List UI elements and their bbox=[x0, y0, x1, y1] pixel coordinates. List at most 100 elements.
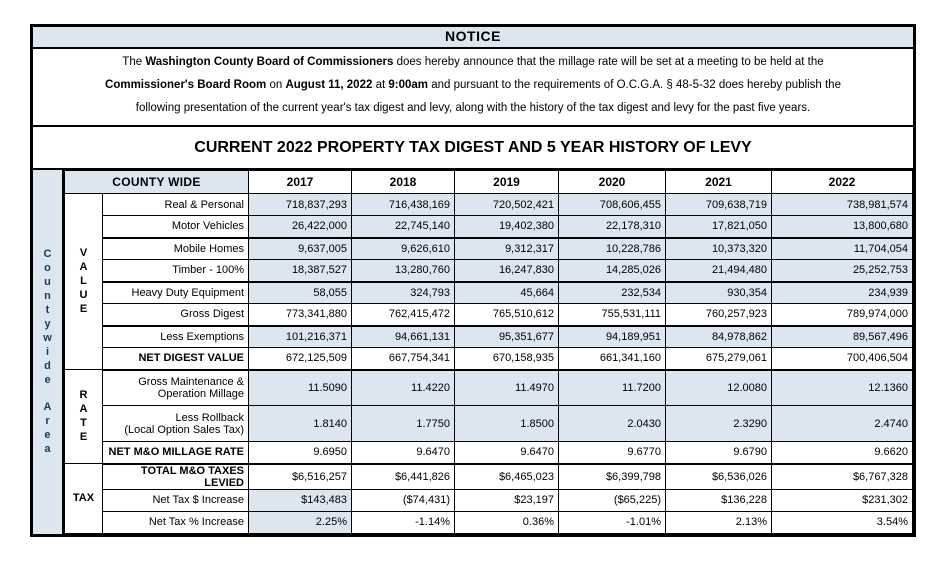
value-cell-2018: 716,438,169 bbox=[351, 193, 455, 216]
side-strip-letter: o bbox=[44, 261, 51, 274]
row-label: Net Tax % Increase bbox=[102, 510, 249, 534]
side-strip-letter: C bbox=[43, 247, 52, 260]
value-cell-2022: 3.54% bbox=[771, 510, 913, 534]
value-cell-2020: 10,228,786 bbox=[558, 237, 666, 260]
value-cell-2021: 675,279,061 bbox=[665, 347, 772, 371]
table-row: V A L U E Real & Personal 718,837,293 716,438,1… bbox=[64, 193, 913, 370]
value-cell-2018: 9.6470 bbox=[351, 441, 455, 465]
value-cell-2021: 84,978,862 bbox=[665, 325, 772, 348]
value-cell-2022: $231,302 bbox=[771, 488, 913, 512]
value-cell-2018: 11.4220 bbox=[351, 369, 455, 406]
value-cell-2017: $6,516,257 bbox=[248, 463, 352, 490]
side-strip-letter: d bbox=[44, 359, 51, 372]
value-cell-2020: 22,178,310 bbox=[558, 215, 666, 239]
side-strip-letter: A bbox=[43, 400, 52, 413]
value-cell-2021: $6,536,026 bbox=[665, 463, 772, 490]
notice-text: on bbox=[266, 79, 286, 91]
year-header-2017: 2017 bbox=[248, 170, 352, 194]
year-header-2021: 2021 bbox=[665, 170, 772, 194]
side-strip-letter: y bbox=[44, 317, 51, 330]
value-cell-2017: 9,637,005 bbox=[248, 237, 352, 260]
row-label: Timber - 100% bbox=[102, 259, 249, 283]
table-row: NET M&O MILLAGE RATE 9.6950 9.6470 9.6470 9.… bbox=[65, 441, 913, 465]
year-header-2020: 2020 bbox=[558, 170, 666, 194]
value-cell-2021: 9.6790 bbox=[665, 441, 772, 465]
value-cell-2022: 25,252,753 bbox=[771, 259, 913, 283]
value-cell-2017: 672,125,509 bbox=[248, 347, 352, 371]
notice-text-bold: August 11, 2022 bbox=[285, 79, 373, 91]
group-label-letter: L bbox=[80, 275, 87, 287]
table-row: NET DIGEST VALUE 672,125,509 667,754,341 67… bbox=[65, 347, 913, 371]
side-strip-letter: n bbox=[44, 289, 51, 302]
value-cell-2021: 2.3290 bbox=[665, 405, 772, 442]
value-cell-2022: 9.6620 bbox=[771, 441, 913, 465]
notice-header: NOTICE bbox=[33, 27, 913, 49]
row-label: Heavy Duty Equipment bbox=[102, 281, 249, 304]
group-label-letter: A bbox=[79, 403, 88, 415]
value-cell-2021: 21,494,480 bbox=[665, 259, 772, 283]
row-label: Mobile Homes bbox=[102, 237, 249, 260]
value-cell-2018: $6,441,826 bbox=[351, 463, 455, 490]
year-header-2019: 2019 bbox=[454, 170, 559, 194]
table-row: Net Tax $ Increase $143,483 ($74,431) $23,1… bbox=[65, 488, 913, 512]
table-row: Heavy Duty Equipment 58,055 324,793 45,664 2… bbox=[65, 281, 913, 304]
row-label: Motor Vehicles bbox=[102, 215, 249, 239]
value-cell-2020: 14,285,026 bbox=[558, 259, 666, 283]
table-row: Less Exemptions 101,216,371 94,661,131 95,3… bbox=[65, 325, 913, 348]
value-cell-2019: 45,664 bbox=[454, 281, 559, 304]
row-label: NET M&O MILLAGE RATE bbox=[102, 441, 249, 465]
value-cell-2021: $136,228 bbox=[665, 488, 772, 512]
value-cell-2021: 10,373,320 bbox=[665, 237, 772, 260]
value-cell-2019: 0.36% bbox=[454, 510, 559, 534]
table-row: TAX TOTAL M&O TAXES LEVIED $6,516,257 $6,44… bbox=[64, 463, 913, 534]
notice-text: does hereby announce that the millage ra… bbox=[393, 56, 824, 68]
group-label-letter: R bbox=[79, 389, 88, 401]
page-title: CURRENT 2022 PROPERTY TAX DIGEST AND 5 Y… bbox=[194, 139, 752, 156]
value-cell-2017: 718,837,293 bbox=[248, 193, 352, 216]
value-cell-2021: 930,354 bbox=[665, 281, 772, 304]
side-strip-letter: a bbox=[44, 442, 51, 455]
row-label: Gross Digest bbox=[102, 303, 249, 327]
value-cell-2018: 667,754,341 bbox=[351, 347, 455, 371]
value-cell-2020: 661,341,160 bbox=[558, 347, 666, 371]
value-cell-2017: 773,341,880 bbox=[248, 303, 352, 327]
value-cell-2019: $6,465,023 bbox=[454, 463, 559, 490]
value-cell-2017: $143,483 bbox=[248, 488, 352, 512]
value-cell-2018: 762,415,472 bbox=[351, 303, 455, 327]
value-cell-2021: 2.13% bbox=[665, 510, 772, 534]
value-cell-2019: 1.8500 bbox=[454, 405, 559, 442]
side-strip-letter: i bbox=[45, 345, 50, 358]
value-cell-2019: 720,502,421 bbox=[454, 193, 559, 216]
side-strip-letter: e bbox=[44, 373, 51, 386]
group-label-tax: TAX bbox=[64, 463, 103, 534]
group-label-letter: U bbox=[79, 289, 88, 301]
value-cell-2019: 95,351,677 bbox=[454, 325, 559, 348]
value-cell-2020: 2.0430 bbox=[558, 405, 666, 442]
side-strip-letter: t bbox=[45, 303, 50, 316]
value-cell-2022: $6,767,328 bbox=[771, 463, 913, 490]
value-cell-2017: 11.5090 bbox=[248, 369, 352, 406]
value-cell-2020: ($65,225) bbox=[558, 488, 666, 512]
row-label: NET DIGEST VALUE bbox=[102, 347, 249, 371]
table-body: V A L U E Real & Personal 718,837,293 716,438,1… bbox=[64, 193, 913, 534]
value-cell-2019: $23,197 bbox=[454, 488, 559, 512]
value-cell-2018: ($74,431) bbox=[351, 488, 455, 512]
table-row: R A T E Gross Maintenance & Operation Millag… bbox=[64, 369, 913, 464]
row-label: Gross Maintenance & Operation Millage bbox=[102, 369, 249, 406]
value-cell-2022: 234,939 bbox=[771, 281, 913, 304]
value-cell-2017: 58,055 bbox=[248, 281, 352, 304]
value-cell-2022: 700,406,504 bbox=[771, 347, 913, 371]
value-cell-2020: 755,531,111 bbox=[558, 303, 666, 327]
group-label-letter: A bbox=[79, 261, 88, 273]
year-header-2018: 2018 bbox=[351, 170, 455, 194]
value-cell-2020: -1.01% bbox=[558, 510, 666, 534]
value-cell-2022: 13,800,680 bbox=[771, 215, 913, 239]
value-cell-2020: 708,606,455 bbox=[558, 193, 666, 216]
